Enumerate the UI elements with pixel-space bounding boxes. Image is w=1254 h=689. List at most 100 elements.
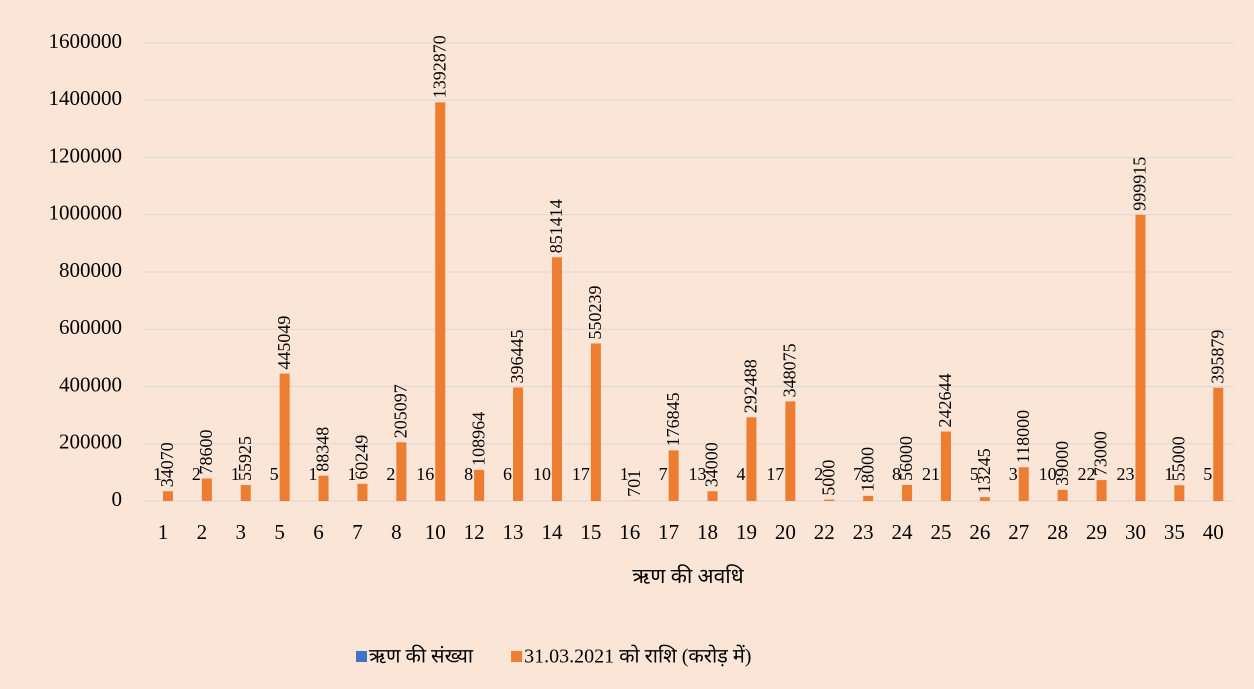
x-tick-label: 28: [1047, 520, 1068, 544]
bar: [279, 373, 290, 501]
data-label: 118000: [1013, 410, 1033, 463]
bar: [201, 478, 212, 501]
x-tick-label: 24: [892, 520, 914, 544]
bar: [902, 484, 913, 501]
data-label: 23: [1116, 464, 1134, 484]
bar: [551, 257, 562, 501]
bar: [940, 431, 951, 501]
bar: [1057, 489, 1068, 501]
x-tick-label: 25: [930, 520, 951, 544]
legend-label: ऋण की संख्या: [369, 645, 474, 668]
data-label: 21: [922, 464, 940, 484]
data-label: 1: [347, 464, 356, 484]
x-tick-label: 14: [541, 520, 563, 544]
data-label: 55000: [1168, 436, 1188, 481]
data-label: 999915: [1130, 157, 1150, 211]
x-tick-label: 30: [1125, 520, 1146, 544]
x-tick-label: 3: [236, 520, 247, 544]
x-tick-label: 17: [658, 520, 679, 544]
x-axis-title: ऋण की अवधि: [632, 564, 744, 588]
data-label: 1: [231, 464, 240, 484]
data-label: 5: [970, 464, 979, 484]
data-label: 348075: [779, 343, 799, 397]
x-tick-label: 5: [274, 520, 285, 544]
data-label: 242644: [935, 374, 955, 428]
data-label: 701: [624, 470, 644, 497]
y-tick-label: 1400000: [49, 86, 123, 110]
data-label: 396445: [507, 330, 527, 384]
data-label: 7: [853, 464, 862, 484]
bar: [1096, 480, 1107, 501]
data-label: 4: [736, 464, 745, 484]
x-tick-label: 15: [580, 520, 601, 544]
legend-label: 31.03.2021 को राशि (करोड़ में): [524, 645, 751, 668]
bar: [707, 491, 718, 501]
x-tick-label: 26: [969, 520, 990, 544]
bar: [590, 343, 601, 501]
y-tick-label: 1600000: [49, 29, 123, 53]
data-label: 445049: [274, 316, 294, 370]
x-tick-label: 8: [391, 520, 402, 544]
data-label: 13245: [974, 448, 994, 493]
data-label: 17: [572, 464, 590, 484]
y-tick-label: 600000: [59, 315, 122, 339]
bar: [668, 450, 679, 501]
bar: [396, 442, 407, 501]
x-tick-label: 7: [352, 520, 363, 544]
data-label: 6: [503, 464, 512, 484]
legend-swatch: [511, 651, 523, 662]
data-label: 17: [766, 464, 784, 484]
data-label: 16: [416, 464, 434, 484]
data-label: 60249: [352, 435, 372, 480]
data-label: 1: [309, 464, 318, 484]
data-label: 7: [659, 464, 668, 484]
y-tick-label: 800000: [59, 258, 122, 282]
legend-swatch: [356, 651, 367, 662]
x-tick-label: 2: [197, 520, 208, 544]
bar: [240, 484, 251, 501]
data-label: 88348: [313, 427, 333, 472]
data-label: 13: [689, 464, 707, 484]
bar: [474, 469, 485, 501]
data-label: 1: [620, 464, 629, 484]
x-tick-label: 20: [775, 520, 796, 544]
bar: [162, 491, 173, 501]
data-label: 1392870: [429, 35, 449, 98]
x-tick-label: 40: [1203, 520, 1224, 544]
bar: [318, 475, 329, 501]
x-tick-label: 6: [313, 520, 324, 544]
data-label: 205097: [390, 384, 410, 438]
data-label: 10: [1039, 464, 1057, 484]
x-tick-label: 22: [814, 520, 835, 544]
data-label: 550239: [585, 285, 605, 339]
x-tick-label: 1: [158, 520, 169, 544]
data-label: 108964: [468, 412, 488, 466]
bar: [357, 483, 368, 501]
bar: [1018, 467, 1029, 501]
bar: [1213, 387, 1224, 501]
data-label: 56000: [896, 436, 916, 481]
y-tick-label: 1200000: [49, 143, 123, 167]
data-label: 3: [1009, 464, 1018, 484]
x-tick-label: 35: [1164, 520, 1185, 544]
bar: [435, 102, 446, 502]
x-tick-label: 12: [464, 520, 485, 544]
y-tick-label: 0: [112, 487, 123, 511]
x-tick-label: 19: [736, 520, 757, 544]
y-tick-label: 400000: [59, 372, 122, 396]
data-label: 5000: [818, 460, 838, 496]
data-label: 8: [892, 464, 901, 484]
bar: [785, 401, 796, 501]
data-label: 851414: [546, 199, 566, 253]
data-label: 34070: [157, 442, 177, 487]
bar: [513, 387, 524, 501]
data-label: 18000: [857, 447, 877, 492]
x-tick-label: 27: [1008, 520, 1029, 544]
data-label: 8: [464, 464, 473, 484]
y-tick-label: 200000: [59, 430, 122, 454]
data-label: 5: [1203, 464, 1212, 484]
data-label: 292488: [741, 359, 761, 413]
x-tick-label: 16: [619, 520, 640, 544]
